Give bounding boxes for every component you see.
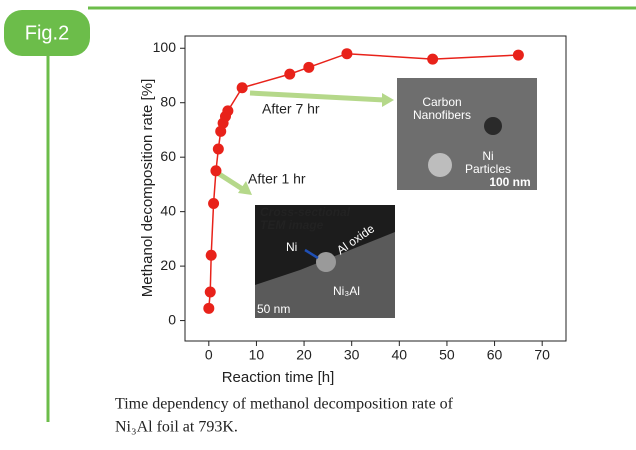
data-point xyxy=(303,61,315,73)
arrow xyxy=(304,248,319,260)
inset-feature xyxy=(484,117,502,135)
annotation: Ni xyxy=(482,149,493,163)
y-tick-label: 20 xyxy=(160,257,176,273)
figure-label: Fig.2 xyxy=(25,22,69,44)
data-point xyxy=(208,197,220,209)
plot-frame xyxy=(184,35,567,342)
data-point xyxy=(512,49,524,61)
annotation: 100 nm xyxy=(489,175,530,189)
annotation: TEM image xyxy=(260,218,324,232)
annotation: After 7 hr xyxy=(262,101,320,117)
data-point xyxy=(222,105,234,117)
arrow-head xyxy=(238,181,252,195)
annotation: Particles xyxy=(465,162,511,176)
x-tick-label: 70 xyxy=(534,347,550,363)
data-point xyxy=(204,286,216,298)
y-tick-label: 60 xyxy=(160,148,176,164)
tem-inset xyxy=(397,78,537,190)
x-tick-label: 50 xyxy=(439,347,455,363)
y-tick-label: 40 xyxy=(160,202,176,218)
data-point xyxy=(212,143,224,155)
annotation: After 1 hr xyxy=(248,171,306,187)
caption: Time dependency of methanol decompositio… xyxy=(115,396,454,413)
data-point xyxy=(341,48,353,60)
data-point xyxy=(427,53,439,65)
data-point xyxy=(284,68,296,80)
x-tick-label: 30 xyxy=(344,347,360,363)
annotation: Carbon xyxy=(422,95,461,109)
x-axis-label: Reaction time [h] xyxy=(222,369,335,386)
arrow-head xyxy=(382,93,394,107)
data-point xyxy=(205,249,217,261)
annotation: 50 nm xyxy=(257,302,290,316)
caption: Ni₃Al foil at 793K. xyxy=(115,419,238,436)
inset-feature xyxy=(255,205,395,285)
arrow xyxy=(249,90,386,103)
y-tick-label: 0 xyxy=(168,311,176,327)
x-tick-label: 20 xyxy=(296,347,312,363)
annotation: Cross-sectional xyxy=(260,205,351,219)
annotation: Ni xyxy=(286,240,297,254)
figure-badge xyxy=(4,10,90,56)
data-point xyxy=(236,82,248,94)
annotation: Ni₃Al xyxy=(333,284,360,298)
x-tick-label: 40 xyxy=(392,347,408,363)
y-tick-label: 80 xyxy=(160,93,176,109)
inset-feature xyxy=(316,252,336,272)
annotation: Nanofibers xyxy=(413,108,471,122)
data-point xyxy=(203,302,215,314)
inset-feature xyxy=(428,153,452,177)
x-tick-label: 10 xyxy=(249,347,265,363)
data-point xyxy=(210,165,222,177)
y-axis-label: Methanol decomposition rate [%] xyxy=(139,79,156,297)
arrow xyxy=(214,169,246,193)
x-tick-label: 0 xyxy=(205,347,213,363)
y-tick-label: 100 xyxy=(153,39,177,55)
x-tick-label: 60 xyxy=(487,347,503,363)
